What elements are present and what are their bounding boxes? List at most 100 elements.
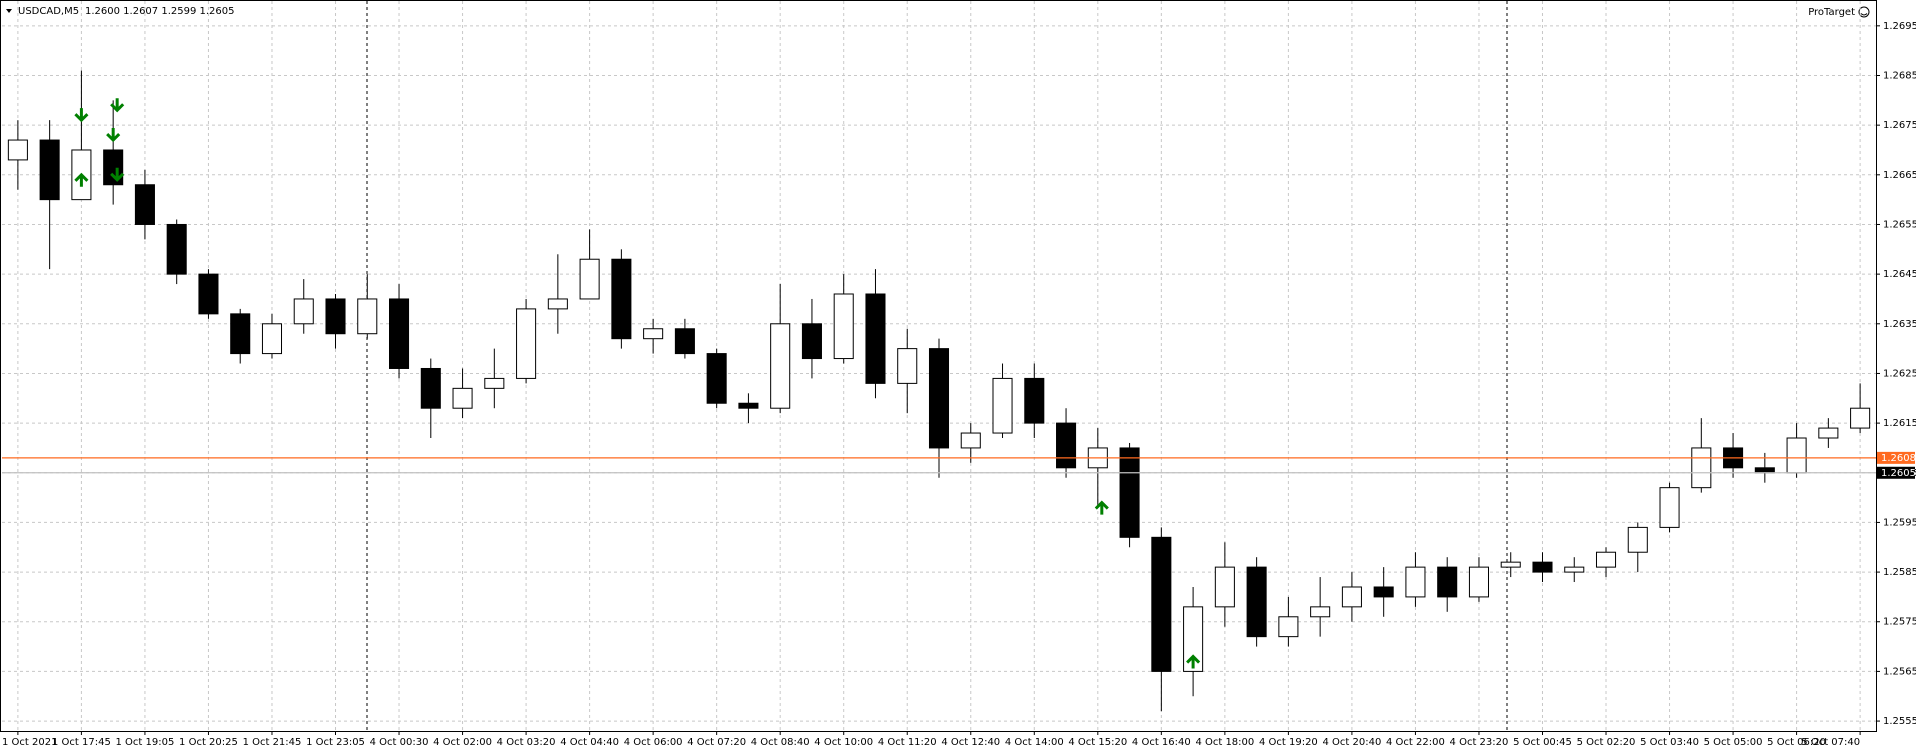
signal-arrow <box>106 128 121 143</box>
candle-body <box>293 298 314 325</box>
candle-body <box>992 377 1013 434</box>
x-tick-label: 5 Oct 00:45 <box>1513 737 1572 748</box>
candle-body <box>1341 586 1362 608</box>
x-tick-label: 4 Oct 04:40 <box>560 737 619 748</box>
y-tick-label: 1.2595 <box>1883 517 1916 528</box>
y-tick-label: 1.2585 <box>1883 567 1916 578</box>
x-tick-label: 4 Oct 18:00 <box>1195 737 1254 748</box>
candle-body <box>801 323 822 360</box>
y-tick-label: 1.2635 <box>1883 319 1916 330</box>
signal-arrow <box>74 108 89 123</box>
candle-body <box>1500 561 1521 568</box>
candle-body <box>357 298 378 335</box>
price-box <box>1877 466 1915 479</box>
candle-body <box>1850 407 1871 429</box>
candle-body <box>39 139 60 201</box>
candle-body <box>1151 536 1172 672</box>
x-tick-label: 1 Oct 23:05 <box>306 737 365 748</box>
x-tick-label: 1 Oct 20:25 <box>179 737 238 748</box>
y-tick-label: 1.2695 <box>1883 21 1916 32</box>
candle-body <box>865 293 886 384</box>
candle-body <box>1691 447 1712 489</box>
signal-arrow <box>1186 654 1201 669</box>
candle-body <box>1119 447 1140 538</box>
candle-body <box>897 348 918 384</box>
signal-arrow <box>110 167 125 182</box>
candle-body <box>1595 551 1617 568</box>
candle-body <box>516 308 537 379</box>
candle-body <box>198 273 219 315</box>
candle-body <box>103 149 124 186</box>
candle-body <box>166 223 187 275</box>
candle-body <box>1183 606 1204 672</box>
y-tick-label: 1.2655 <box>1883 219 1916 230</box>
price-label: 1.2608 <box>1881 453 1916 464</box>
candle-body <box>261 323 283 355</box>
x-tick-label: 4 Oct 00:30 <box>370 737 429 748</box>
y-tick-label: 1.2645 <box>1883 269 1916 280</box>
candle-body <box>960 432 981 449</box>
candle-body <box>452 387 473 409</box>
y-tick-label: 1.2625 <box>1883 368 1916 379</box>
candle-body <box>1468 566 1489 598</box>
candle-body <box>1246 566 1267 638</box>
candle-body <box>134 184 155 225</box>
ohlc: 1.2600 1.2607 1.2599 1.2605 <box>85 6 235 17</box>
candle-body <box>1818 427 1839 439</box>
x-tick-label: 4 Oct 06:00 <box>624 737 683 748</box>
x-tick-label: 1 Oct 21:45 <box>243 737 302 748</box>
candle-body <box>1659 487 1680 528</box>
y-tick-label: 1.2665 <box>1883 170 1916 181</box>
candle-body <box>706 353 727 404</box>
x-tick-label: 4 Oct 07:20 <box>687 737 746 748</box>
x-tick-label: 4 Oct 22:00 <box>1386 737 1445 748</box>
x-tick-label: 5 Oct 07:40 <box>1801 737 1860 748</box>
y-tick-label: 1.2675 <box>1883 120 1916 131</box>
symbol: USDCAD,M5 <box>18 6 79 17</box>
x-tick-label: 5 Oct 02:20 <box>1577 737 1636 748</box>
candle-body <box>579 258 600 300</box>
x-tick-label: 4 Oct 11:20 <box>878 737 937 748</box>
x-tick-label: 1 Oct 2021 <box>2 737 57 748</box>
candle-body <box>1310 606 1331 618</box>
candle-body <box>1278 616 1299 638</box>
candle-body <box>1754 467 1775 474</box>
candle-body <box>833 293 854 360</box>
price-box <box>1877 451 1915 464</box>
x-tick-label: 4 Oct 08:40 <box>751 737 810 748</box>
candle-body <box>1405 566 1426 598</box>
candle-body <box>643 328 664 340</box>
x-tick-label: 4 Oct 19:20 <box>1259 737 1318 748</box>
y-tick-label: 1.2615 <box>1883 418 1916 429</box>
x-tick-label: 5 Oct 03:40 <box>1640 737 1699 748</box>
candle-body <box>738 402 759 409</box>
candle-body <box>1532 561 1553 573</box>
x-tick-label: 4 Oct 16:40 <box>1132 737 1191 748</box>
x-tick-label: 4 Oct 02:00 <box>433 737 492 748</box>
price-label: 1.2605 <box>1881 468 1916 479</box>
y-tick-label: 1.2685 <box>1883 70 1916 81</box>
candle-body <box>674 328 695 355</box>
x-tick-label: 5 Oct 06:20 <box>1767 737 1826 748</box>
candle-body <box>1373 586 1394 598</box>
signal-arrow <box>110 98 125 113</box>
candle-body <box>1627 526 1648 553</box>
candle-body <box>325 298 346 335</box>
watermark: ProTarget <box>1808 7 1855 18</box>
candle-body <box>230 313 251 355</box>
x-tick-label: 1 Oct 17:45 <box>52 737 111 748</box>
x-tick-label: 4 Oct 15:20 <box>1068 737 1127 748</box>
y-tick-label: 1.2555 <box>1883 716 1916 727</box>
smiley <box>1858 6 1870 18</box>
candle-body <box>389 298 410 369</box>
x-tick-label: 4 Oct 14:00 <box>1005 737 1064 748</box>
signal-arrow <box>74 172 89 187</box>
candle-body <box>770 323 791 409</box>
candle-body <box>420 367 441 409</box>
menu-arrow[interactable] <box>6 9 12 13</box>
candle-body <box>1564 566 1585 573</box>
candle-body <box>1024 377 1045 424</box>
candle-body <box>1437 566 1458 598</box>
